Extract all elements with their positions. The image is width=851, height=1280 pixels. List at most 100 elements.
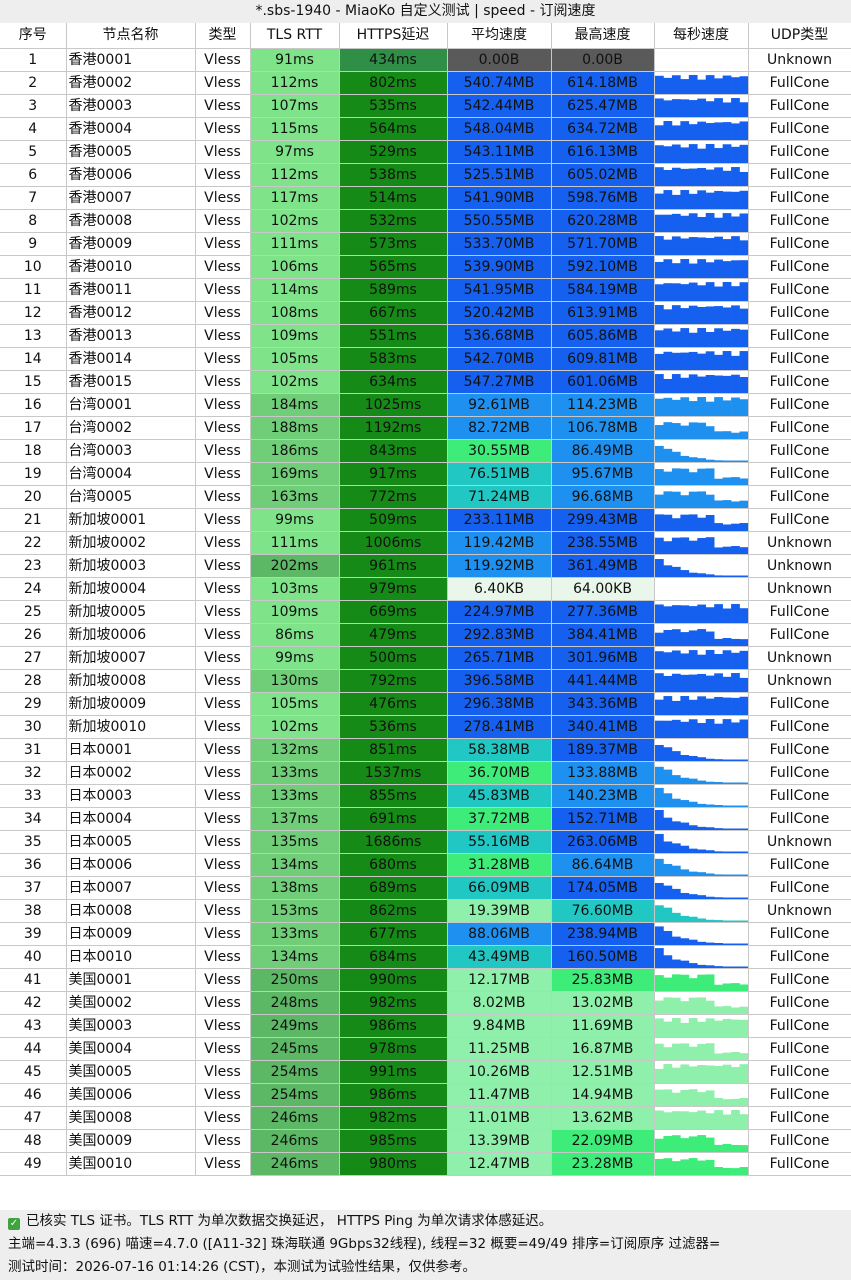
sparkline-bar — [705, 514, 714, 530]
table-row[interactable]: 8 香港0008 Vless 102ms 532ms 550.55MB 620.28MB Fu… — [0, 209, 851, 233]
table-row[interactable]: 48 美国0009 Vless 246ms 985ms 13.39MB 22.09MB Ful… — [0, 1129, 851, 1153]
table-row[interactable]: 14 香港0014 Vless 105ms 583ms 542.70MB 609.81MB F… — [0, 347, 851, 371]
cell-max-speed: 601.06MB — [551, 370, 655, 394]
sparkline-bar — [671, 798, 681, 806]
sparkline-bar — [739, 1097, 747, 1105]
table-row[interactable]: 4 香港0004 Vless 115ms 564ms 548.04MB 634.72MB Fu… — [0, 117, 851, 141]
table-row[interactable]: 26 新加坡0006 Vless 86ms 479ms 292.83MB 384.41MB F… — [0, 623, 851, 647]
sparkline-bar — [654, 494, 664, 507]
col-header-per-second-speed[interactable]: 每秒速度 — [654, 23, 749, 49]
table-row[interactable]: 46 美国0006 Vless 254ms 986ms 11.47MB 14.94MB Ful… — [0, 1083, 851, 1107]
cell-type: Vless — [195, 370, 251, 394]
table-row[interactable]: 1 香港0001 Vless 91ms 434ms 0.00B 0.00B Unknown — [0, 48, 851, 72]
speed-sparkline — [654, 212, 747, 231]
sparkline-bar — [662, 99, 672, 116]
table-row[interactable]: 40 日本0010 Vless 134ms 684ms 43.49MB 160.50MB Fu… — [0, 945, 851, 969]
table-row[interactable]: 22 新加坡0002 Vless 111ms 1006ms 119.42MB 238.55M… — [0, 531, 851, 555]
cell-tls-rtt: 112ms — [250, 71, 340, 95]
cell-node-name: 日本0009 — [66, 922, 196, 946]
table-row[interactable]: 47 美国0008 Vless 246ms 982ms 11.01MB 13.62MB Ful… — [0, 1106, 851, 1130]
table-row[interactable]: 30 新加坡0010 Vless 102ms 536ms 278.41MB 340.41MB… — [0, 715, 851, 739]
sparkline-bar — [662, 540, 672, 553]
sparkline-bar — [739, 828, 747, 829]
table-row[interactable]: 19 台湾0004 Vless 169ms 917ms 76.51MB 95.67MB Ful… — [0, 462, 851, 486]
sparkline-bar — [662, 885, 672, 898]
table-row[interactable]: 35 日本0005 Vless 135ms 1686ms 55.16MB 263.06MB U… — [0, 830, 851, 854]
sparkline-bar — [739, 759, 747, 760]
table-row[interactable]: 36 日本0006 Vless 134ms 680ms 31.28MB 86.64MB Ful… — [0, 853, 851, 877]
sparkline-bar — [696, 236, 706, 254]
cell-max-speed: 189.37MB — [551, 738, 655, 762]
sparkline-bar — [730, 304, 740, 323]
col-header-index[interactable]: 序号 — [0, 23, 67, 49]
table-row[interactable]: 6 香港0006 Vless 112ms 538ms 525.51MB 605.02MB Fu… — [0, 163, 851, 187]
sparkline-bar — [679, 455, 689, 461]
table-row[interactable]: 2 香港0002 Vless 112ms 802ms 540.74MB 614.18MB Fu… — [0, 71, 851, 95]
table-row[interactable]: 15 香港0015 Vless 102ms 634ms 547.27MB 601.06MB F… — [0, 370, 851, 394]
sparkline-bar — [679, 536, 689, 553]
sparkline-bar — [671, 282, 681, 300]
table-row[interactable]: 28 新加坡0008 Vless 130ms 792ms 396.58MB 441.44MB… — [0, 669, 851, 693]
col-header-https-latency[interactable]: HTTPS延迟 — [339, 23, 448, 49]
table-row[interactable]: 27 新加坡0007 Vless 99ms 500ms 265.71MB 301.96MB U… — [0, 646, 851, 670]
sparkline-bar — [662, 840, 672, 852]
table-row[interactable]: 33 日本0003 Vless 133ms 855ms 45.83MB 140.23MB Fu… — [0, 784, 851, 808]
table-row[interactable]: 20 台湾0005 Vless 163ms 772ms 71.24MB 96.68MB Ful… — [0, 485, 851, 509]
speed-results-table: 序号 节点名称 类型 TLS RTT HTTPS延迟 平均速度 最高速度 每秒速… — [0, 23, 851, 1176]
table-row[interactable]: 37 日本0007 Vless 138ms 689ms 66.09MB 174.05MB Fu… — [0, 876, 851, 900]
table-row[interactable]: 29 新加坡0009 Vless 105ms 476ms 296.38MB 343.36MB… — [0, 692, 851, 716]
sparkline-bar — [722, 1167, 731, 1174]
sparkline-bar — [696, 572, 706, 576]
table-row[interactable]: 44 美国0004 Vless 245ms 978ms 11.25MB 16.87MB Ful… — [0, 1037, 851, 1061]
table-row[interactable]: 7 香港0007 Vless 117ms 514ms 541.90MB 598.76MB Fu… — [0, 186, 851, 210]
col-header-type[interactable]: 类型 — [195, 23, 251, 49]
table-row[interactable]: 11 香港0011 Vless 114ms 589ms 541.95MB 584.19MB F… — [0, 278, 851, 302]
col-header-udp-type[interactable]: UDP类型 — [748, 23, 851, 49]
table-row[interactable]: 21 新加坡0001 Vless 99ms 509ms 233.11MB 299.43MB F… — [0, 508, 851, 532]
cell-per-second-graph — [654, 623, 749, 647]
table-row[interactable]: 10 香港0010 Vless 106ms 565ms 539.90MB 592.10MB F… — [0, 255, 851, 279]
sparkline-bar — [696, 121, 706, 139]
sparkline-bar — [730, 460, 740, 461]
sparkline-bar — [696, 894, 706, 898]
table-row[interactable]: 12 香港0012 Vless 108ms 667ms 520.42MB 613.91MB F… — [0, 301, 851, 325]
col-header-avg-speed[interactable]: 平均速度 — [447, 23, 552, 49]
table-row[interactable]: 3 香港0003 Vless 107ms 535ms 542.44MB 625.47MB Fu… — [0, 94, 851, 118]
table-row[interactable]: 13 香港0013 Vless 109ms 551ms 536.68MB 605.86MB F… — [0, 324, 851, 348]
table-row[interactable]: 32 日本0002 Vless 133ms 1537ms 36.70MB 133.88MB F… — [0, 761, 851, 785]
col-header-max-speed[interactable]: 最高速度 — [551, 23, 655, 49]
cell-type: Vless — [195, 347, 251, 371]
cell-udp-type: FullCone — [748, 945, 851, 969]
sparkline-bar — [722, 499, 731, 507]
table-row[interactable]: 31 日本0001 Vless 132ms 851ms 58.38MB 189.37MB Fu… — [0, 738, 851, 762]
cell-max-speed: 598.76MB — [551, 186, 655, 210]
sparkline-bar — [730, 215, 740, 231]
table-row[interactable]: 34 日本0004 Vless 137ms 691ms 37.72MB 152.71MB Fu… — [0, 807, 851, 831]
sparkline-bar — [730, 575, 740, 576]
table-row[interactable]: 25 新加坡0005 Vless 109ms 669ms 224.97MB 277.36MB… — [0, 600, 851, 624]
table-row[interactable]: 17 台湾0002 Vless 188ms 1192ms 82.72MB 106.78MB F… — [0, 416, 851, 440]
table-row[interactable]: 23 新加坡0003 Vless 202ms 961ms 119.92MB 361.49MB… — [0, 554, 851, 578]
table-row[interactable]: 42 美国0002 Vless 248ms 982ms 8.02MB 13.02MB Full… — [0, 991, 851, 1015]
table-row[interactable]: 39 日本0009 Vless 133ms 677ms 88.06MB 238.94MB Fu… — [0, 922, 851, 946]
table-row[interactable]: 49 美国0010 Vless 246ms 980ms 12.47MB 23.28MB Ful… — [0, 1152, 851, 1176]
table-row[interactable]: 9 香港0009 Vless 111ms 573ms 533.70MB 571.70MB Fu… — [0, 232, 851, 256]
table-row[interactable]: 38 日本0008 Vless 153ms 862ms 19.39MB 76.60MB Unk… — [0, 899, 851, 923]
table-row[interactable]: 45 美国0005 Vless 254ms 991ms 10.26MB 12.51MB Ful… — [0, 1060, 851, 1084]
sparkline-bar — [696, 79, 706, 93]
col-header-node-name[interactable]: 节点名称 — [66, 23, 196, 49]
cell-index: 29 — [0, 692, 67, 716]
table-row[interactable]: 43 美国0003 Vless 249ms 986ms 9.84MB 11.69MB Full… — [0, 1014, 851, 1038]
sparkline-bar — [662, 1135, 672, 1151]
sparkline-bar — [688, 123, 698, 139]
cell-udp-type: Unknown — [748, 531, 851, 555]
col-header-tls-rtt[interactable]: TLS RTT — [250, 23, 340, 49]
cell-index: 21 — [0, 508, 67, 532]
table-row[interactable]: 41 美国0001 Vless 250ms 990ms 12.17MB 25.83MB Ful… — [0, 968, 851, 992]
sparkline-bar — [730, 1066, 740, 1082]
table-row[interactable]: 18 台湾0003 Vless 186ms 843ms 30.55MB 86.49MB Ful… — [0, 439, 851, 463]
sparkline-bar — [696, 803, 706, 806]
table-row[interactable]: 24 新加坡0004 Vless 103ms 979ms 6.40KB 64.00KB Unk… — [0, 577, 851, 601]
table-row[interactable]: 16 台湾0001 Vless 184ms 1025ms 92.61MB 114.23MB F… — [0, 393, 851, 417]
table-row[interactable]: 5 香港0005 Vless 97ms 529ms 543.11MB 616.13MB Ful… — [0, 140, 851, 164]
